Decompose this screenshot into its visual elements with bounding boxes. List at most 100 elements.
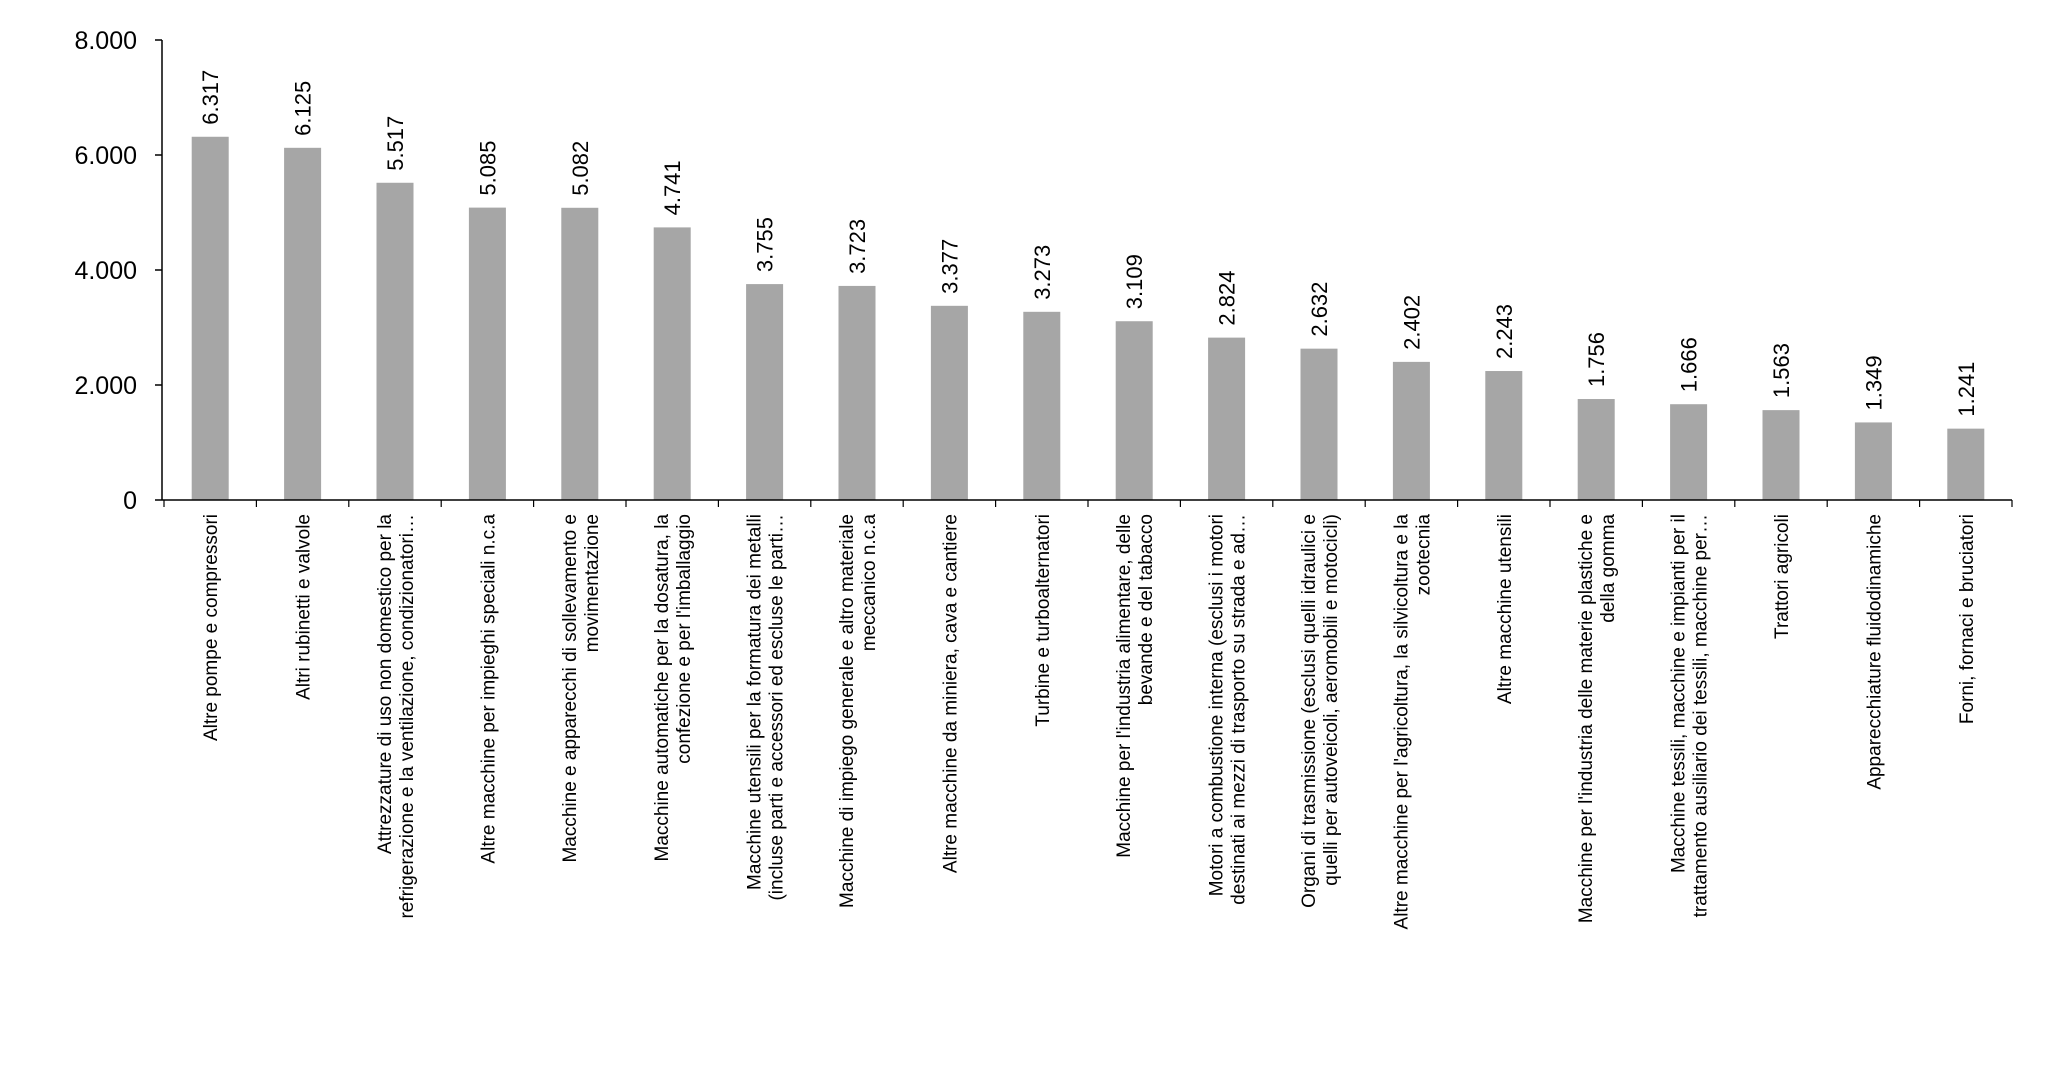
category-label: Macchine per l'industria alimentare, del…	[1114, 514, 1157, 858]
category-label: Macchine utensili per la formatura dei m…	[745, 514, 788, 901]
category-label: Macchine automatiche per la dosatura, la…	[652, 514, 695, 862]
category-label-line: Attrezzature di uso non domestico per la	[375, 514, 396, 855]
bars-group	[191, 136, 1985, 501]
category-label: Altre macchine da miniera, cava e cantie…	[940, 514, 961, 873]
bar-value-label: 3.755	[753, 217, 778, 272]
category-label-line: (incluse parti e accessori ed escluse le…	[767, 514, 788, 901]
bar	[1023, 311, 1061, 500]
bar-value-label: 5.082	[568, 141, 593, 196]
bar-value-label: 1.241	[1954, 362, 1979, 417]
bar	[1947, 428, 1985, 500]
bar-value-label: 3.377	[937, 239, 962, 294]
bar-value-label: 6.317	[198, 70, 223, 125]
bar	[468, 207, 506, 501]
bar	[1115, 321, 1153, 500]
category-label: Forni, fornaci e bruciatori	[1957, 514, 1978, 724]
category-label: Organi di trasmissione (esclusi quelli i…	[1299, 514, 1342, 908]
category-label-line: refrigerazione e la ventilazione, condiz…	[397, 514, 418, 919]
bar-value-label: 5.085	[475, 141, 500, 196]
bar-value-label: 2.243	[1492, 304, 1517, 359]
category-label-line: Motori a combustione interna (esclusi i …	[1207, 514, 1228, 896]
bar	[191, 136, 229, 500]
bar	[284, 147, 322, 500]
category-label-line: Altre macchine per l'agricoltura, la sil…	[1391, 514, 1412, 930]
bar-value-label: 1.563	[1769, 343, 1794, 398]
bar	[1485, 371, 1523, 500]
bar	[838, 285, 876, 500]
category-label-line: Altre pompe e compressori	[201, 514, 222, 741]
y-tick-label: 0	[123, 487, 137, 515]
bar-value-label: 6.125	[291, 81, 316, 136]
bar	[930, 305, 968, 500]
category-label-line: Macchine di impiego generale e altro mat…	[837, 514, 858, 908]
category-label-line: Altre macchine da miniera, cava e cantie…	[940, 514, 961, 873]
y-tick-label: 4.000	[74, 257, 137, 285]
category-label-line: della gomma	[1598, 514, 1619, 623]
category-label-line: trattamento ausiliario dei tessili, macc…	[1691, 514, 1712, 917]
category-label: Altre macchine per impieghi speciali n.c…	[478, 514, 499, 864]
y-tick-label: 2.000	[74, 372, 137, 400]
bar	[746, 284, 784, 500]
category-label-line: movimentazione	[582, 514, 603, 652]
bar	[1392, 361, 1430, 500]
category-label-line: Altri rubinetti e valvole	[294, 514, 315, 700]
category-label: Altre macchine utensili	[1495, 514, 1516, 704]
bar-value-label: 1.756	[1584, 332, 1609, 387]
bar-value-label: 3.273	[1030, 245, 1055, 300]
category-label: Macchine di impiego generale e altro mat…	[837, 514, 880, 908]
category-label-line: confezione e per l'imballaggio	[674, 514, 695, 764]
bar-value-label: 3.109	[1122, 254, 1147, 309]
category-label-line: Apparecchiature fluidodinamiche	[1864, 514, 1885, 790]
y-tick-label: 6.000	[74, 142, 137, 170]
category-label: Apparecchiature fluidodinamiche	[1864, 514, 1885, 790]
category-label-line: Altre macchine utensili	[1495, 514, 1516, 704]
bar	[653, 227, 691, 500]
category-label: Altre macchine per l'agricoltura, la sil…	[1391, 514, 1434, 930]
category-label: Attrezzature di uso non domestico per la…	[375, 514, 418, 919]
category-label-line: Macchine utensili per la formatura dei m…	[745, 514, 766, 890]
category-label-line: Macchine per l'industria delle materie p…	[1576, 514, 1597, 923]
y-tick-label: 8.000	[74, 27, 137, 55]
bar-value-label: 5.517	[383, 116, 408, 171]
category-label-line: Turbine e turboalternatori	[1033, 514, 1054, 727]
category-label: Turbine e turboalternatori	[1033, 514, 1054, 727]
bar-value-label: 3.723	[845, 219, 870, 274]
category-label: Trattori agricoli	[1772, 514, 1793, 639]
category-label-line: bevande e del tabacco	[1136, 514, 1157, 705]
category-label: Altre pompe e compressori	[201, 514, 222, 741]
x-axis	[162, 499, 2013, 507]
value-labels-group: 6.317 6.125 5.517 5.085 5.082 4.741 3.755 3.723…	[198, 70, 1979, 417]
category-label-line: Organi di trasmissione (esclusi quelli i…	[1299, 514, 1320, 908]
category-label-line: Macchine e apparecchi di sollevamento e	[560, 514, 581, 863]
bar	[376, 182, 414, 500]
bar	[1300, 348, 1338, 500]
bar-value-label: 2.824	[1215, 271, 1240, 326]
category-label: Motori a combustione interna (esclusi i …	[1207, 514, 1250, 905]
bar-value-label: 4.741	[660, 160, 685, 215]
category-label-line: Macchine per l'industria alimentare, del…	[1114, 514, 1135, 858]
category-label: Macchine tessili, macchine e impianti pe…	[1669, 514, 1712, 917]
category-label-line: meccanico n.c.a	[859, 514, 880, 652]
category-label: Altri rubinetti e valvole	[294, 514, 315, 700]
bar-value-label: 2.632	[1307, 282, 1332, 337]
category-label-line: quelli per autoveicoli, aeromobili e mot…	[1321, 514, 1342, 886]
category-label-line: Altre macchine per impieghi speciali n.c…	[478, 514, 499, 864]
category-label-line: zootecnia	[1413, 514, 1434, 596]
bar	[1208, 337, 1246, 500]
bar	[1577, 399, 1615, 500]
bar-value-label: 1.349	[1861, 355, 1886, 410]
category-label-line: destinati ai mezzi di trasporto su strad…	[1229, 514, 1250, 905]
bar	[1854, 422, 1892, 500]
category-label-line: Forni, fornaci e bruciatori	[1957, 514, 1978, 724]
bar	[1670, 404, 1708, 500]
bar	[561, 207, 599, 500]
category-labels-group: Altre pompe e compressori Altri rubinetti…	[201, 514, 1978, 930]
bar-value-label: 2.402	[1399, 295, 1424, 350]
category-label-line: Trattori agricoli	[1772, 514, 1793, 639]
category-label-line: Macchine automatiche per la dosatura, la	[652, 514, 673, 862]
y-axis: 0 2.000 4.000 6.000 8.000	[74, 27, 163, 515]
category-label: Macchine per l'industria delle materie p…	[1576, 514, 1619, 924]
